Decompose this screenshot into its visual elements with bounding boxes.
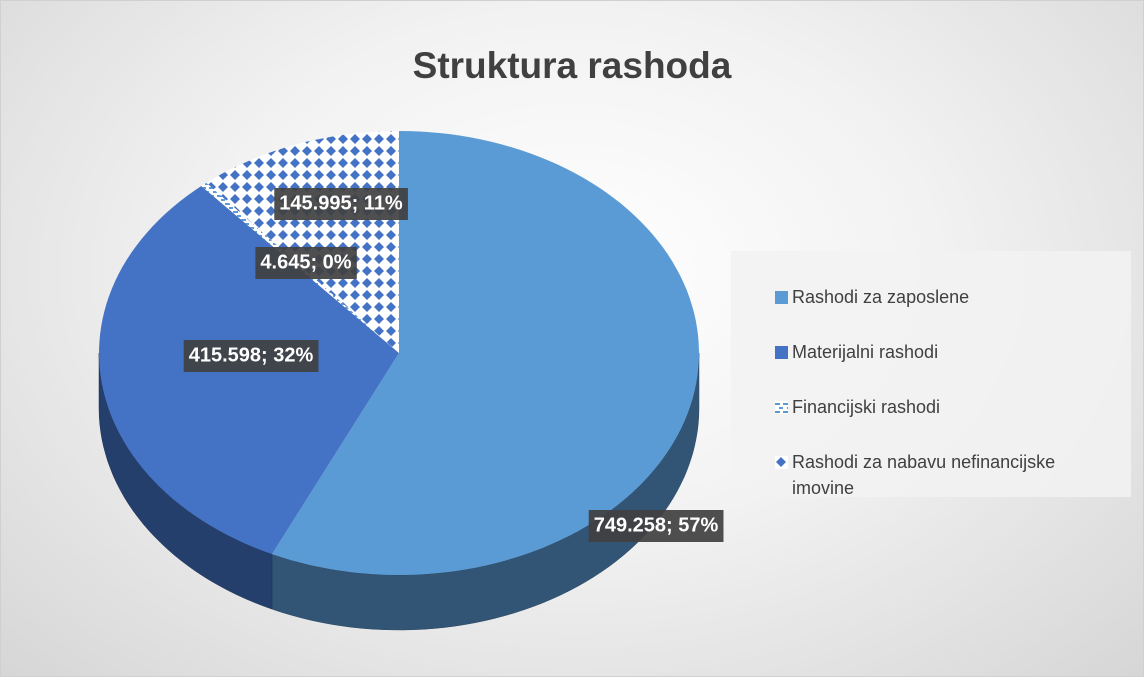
legend-label: Rashodi za nabavu nefinancijske imovine xyxy=(792,452,1056,498)
data-label-text: 749.258; 57% xyxy=(594,514,719,536)
data-label: 749.258; 57% xyxy=(588,510,724,542)
legend-item: Materijalni rashodi xyxy=(775,339,1115,365)
legend-swatch xyxy=(775,346,788,359)
legend-swatch xyxy=(775,401,788,414)
legend-item: Rashodi za nabavu nefinancijske imovine xyxy=(775,449,1115,501)
slice xyxy=(206,131,399,353)
legend-marker xyxy=(775,346,788,359)
data-label-text: 415.598; 32% xyxy=(189,344,314,366)
legend-label: Materijalni rashodi xyxy=(792,342,939,362)
legend-swatch xyxy=(775,291,788,304)
data-label: 415.598; 32% xyxy=(183,340,319,372)
slice xyxy=(272,131,699,575)
data-label-text: 145.995; 11% xyxy=(279,192,403,214)
data-label: 145.995; 11% xyxy=(274,188,408,220)
data-label-box xyxy=(274,188,408,220)
slice-side xyxy=(98,352,273,610)
data-label-box xyxy=(255,247,357,279)
legend-marker xyxy=(775,456,788,469)
chart-title: Struktura rashoda xyxy=(413,45,732,86)
legend-item: Rashodi za zaposlene xyxy=(775,284,1115,310)
legend-marker xyxy=(775,291,788,304)
legend-swatch xyxy=(775,456,788,469)
legend: Rashodi za zaposlene Materijalni rashodi F… xyxy=(731,251,1131,498)
legend-label: Financijski rashodi xyxy=(792,397,941,417)
data-label-box xyxy=(183,340,319,372)
data-label: 4.645; 0% xyxy=(255,247,357,279)
data-label-text: 4.645; 0% xyxy=(260,251,351,273)
legend-marker xyxy=(775,401,788,414)
data-label-box xyxy=(588,510,724,542)
legend-item: Financijski rashodi xyxy=(775,394,1115,420)
legend-label: Rashodi za zaposlene xyxy=(792,287,970,307)
